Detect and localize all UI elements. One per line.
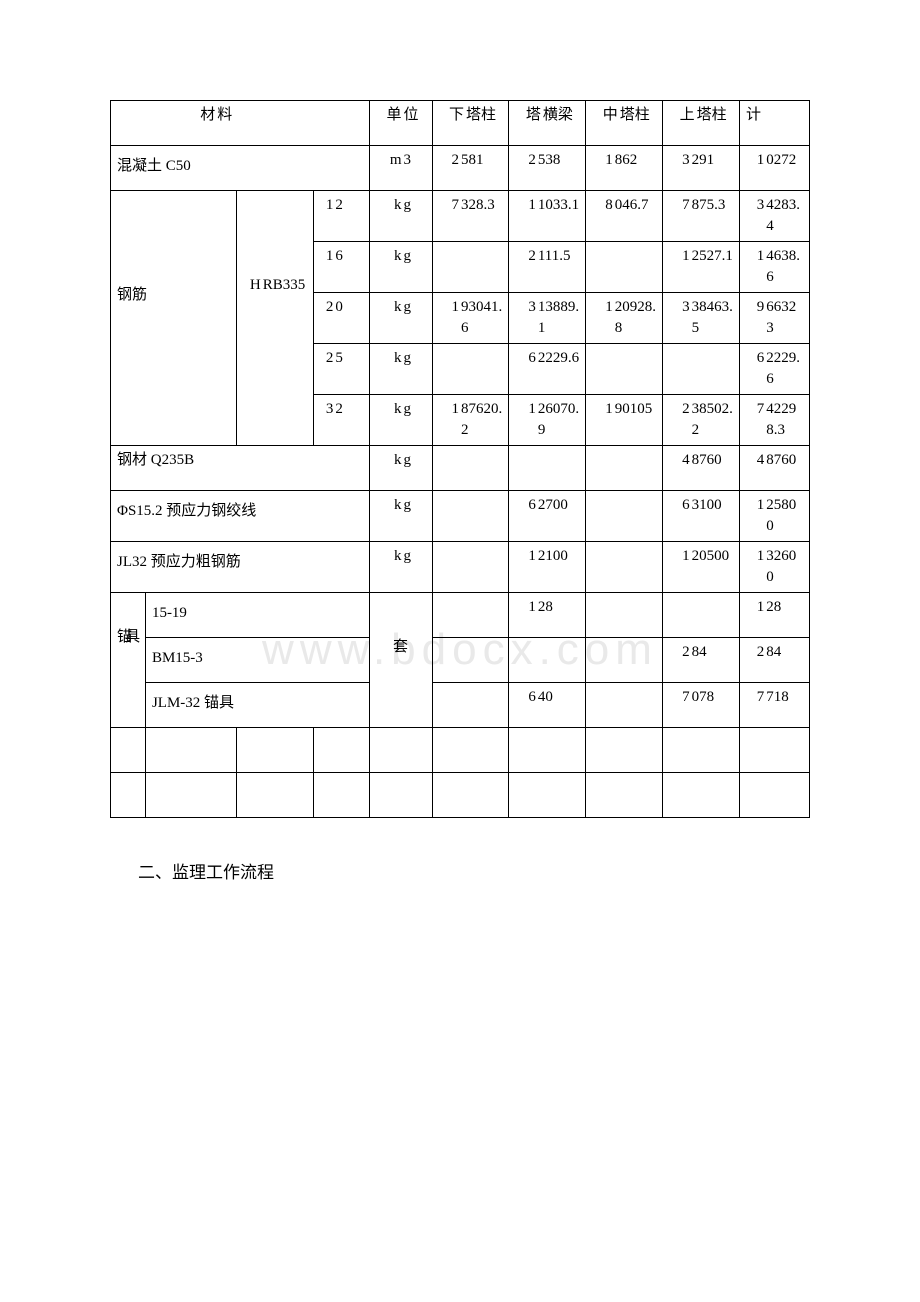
hdr-upper-tower: 上塔柱: [663, 101, 740, 146]
row-rebar-12: 钢筋 HRB335 12 kg 7328.3 11033.1 8046.7 78…: [111, 191, 810, 242]
hdr-mid-tower: 中塔柱: [586, 101, 663, 146]
hdr-total: 计: [740, 101, 810, 146]
row-steel-q235b: 钢材 Q235B kg 48760 48760: [111, 446, 810, 491]
cell-anchor-group: 锚具: [111, 593, 146, 728]
hdr-lower-tower: 下塔柱: [432, 101, 509, 146]
table-header-row: 材料 单位 下塔柱 塔横梁 中塔柱 上塔柱 计: [111, 101, 810, 146]
hdr-unit: 单位: [369, 101, 432, 146]
section-caption: 二、监理工作流程: [110, 858, 810, 883]
hdr-crossbeam: 塔横梁: [509, 101, 586, 146]
cell-rebar-name: 钢筋: [111, 191, 237, 446]
row-strand: ΦS15.2 预应力钢绞线 kg 62700 63100 125800: [111, 491, 810, 542]
cell-concrete-name: 混凝土 C50: [111, 146, 370, 191]
row-jl32: JL32 预应力粗钢筋 kg 12100 120500 132600: [111, 542, 810, 593]
row-empty-1: [111, 728, 810, 773]
row-empty-2: [111, 773, 810, 818]
row-concrete: 混凝土 C50 m3 2581 2538 1862 3291 10272: [111, 146, 810, 191]
materials-table: 材料 单位 下塔柱 塔横梁 中塔柱 上塔柱 计 混凝土 C50 m3 2581 …: [110, 100, 810, 818]
row-anchor-bm153: BM15-3 284 284: [111, 638, 810, 683]
row-anchor-1519: 锚具 15-19 套 128 128: [111, 593, 810, 638]
cell-rebar-grade: HRB335: [236, 191, 313, 446]
hdr-material: 材料: [111, 101, 370, 146]
page: 材料 单位 下塔柱 塔横梁 中塔柱 上塔柱 计 混凝土 C50 m3 2581 …: [0, 0, 920, 943]
cell-anchor-unit: 套: [369, 593, 432, 728]
row-anchor-jlm32: JLM-32 锚具 640 7078 7718: [111, 683, 810, 728]
